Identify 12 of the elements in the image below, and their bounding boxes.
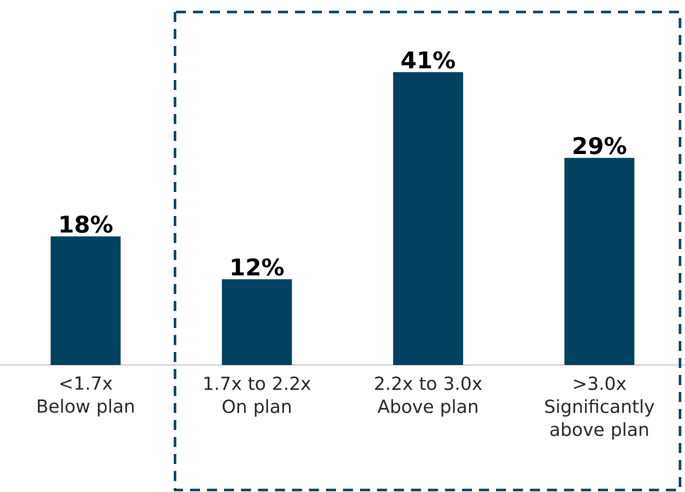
data-label: 12%	[232, 258, 284, 276]
data-label: 41%	[402, 51, 455, 69]
bar	[564, 158, 634, 365]
bar	[222, 279, 292, 365]
x-tick-label: 2.2x to 3.0x Above plan	[375, 376, 482, 417]
x-tick-label: 1.7x to 2.2x On plan	[204, 376, 311, 417]
data-label: 29%	[574, 136, 626, 154]
data-label: 18%	[60, 215, 112, 233]
x-tick-label: >3.0x Significantly above plan	[545, 376, 654, 440]
bar	[50, 236, 121, 365]
bar	[393, 72, 464, 365]
x-tick-label: <1.7x Below plan	[38, 376, 134, 416]
